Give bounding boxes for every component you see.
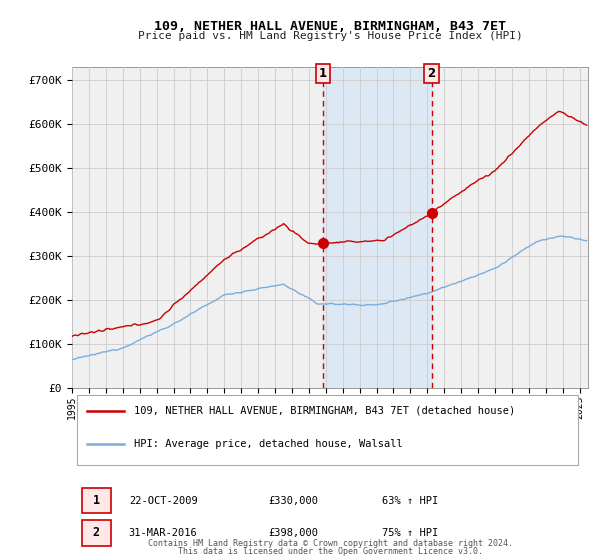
FancyBboxPatch shape (82, 520, 110, 545)
Bar (323, 67, 431, 388)
Text: 31-MAR-2016: 31-MAR-2016 (129, 528, 197, 538)
Text: 2: 2 (427, 67, 436, 80)
Text: HPI: Average price, detached house, Walsall: HPI: Average price, detached house, Wals… (134, 440, 403, 450)
Text: 1: 1 (319, 67, 327, 80)
Text: 63% ↑ HPI: 63% ↑ HPI (382, 496, 438, 506)
Text: This data is licensed under the Open Government Licence v3.0.: This data is licensed under the Open Gov… (178, 547, 482, 556)
FancyBboxPatch shape (77, 395, 578, 465)
Text: 2: 2 (92, 526, 100, 539)
Text: Contains HM Land Registry data © Crown copyright and database right 2024.: Contains HM Land Registry data © Crown c… (148, 539, 512, 548)
Text: 109, NETHER HALL AVENUE, BIRMINGHAM, B43 7ET (detached house): 109, NETHER HALL AVENUE, BIRMINGHAM, B43… (134, 406, 515, 416)
Text: 1: 1 (92, 494, 100, 507)
Text: £398,000: £398,000 (268, 528, 318, 538)
Text: £330,000: £330,000 (268, 496, 318, 506)
FancyBboxPatch shape (82, 488, 110, 514)
Text: Price paid vs. HM Land Registry's House Price Index (HPI): Price paid vs. HM Land Registry's House … (137, 31, 523, 41)
Text: 109, NETHER HALL AVENUE, BIRMINGHAM, B43 7ET: 109, NETHER HALL AVENUE, BIRMINGHAM, B43… (154, 20, 506, 32)
Text: 75% ↑ HPI: 75% ↑ HPI (382, 528, 438, 538)
Text: 22-OCT-2009: 22-OCT-2009 (129, 496, 197, 506)
